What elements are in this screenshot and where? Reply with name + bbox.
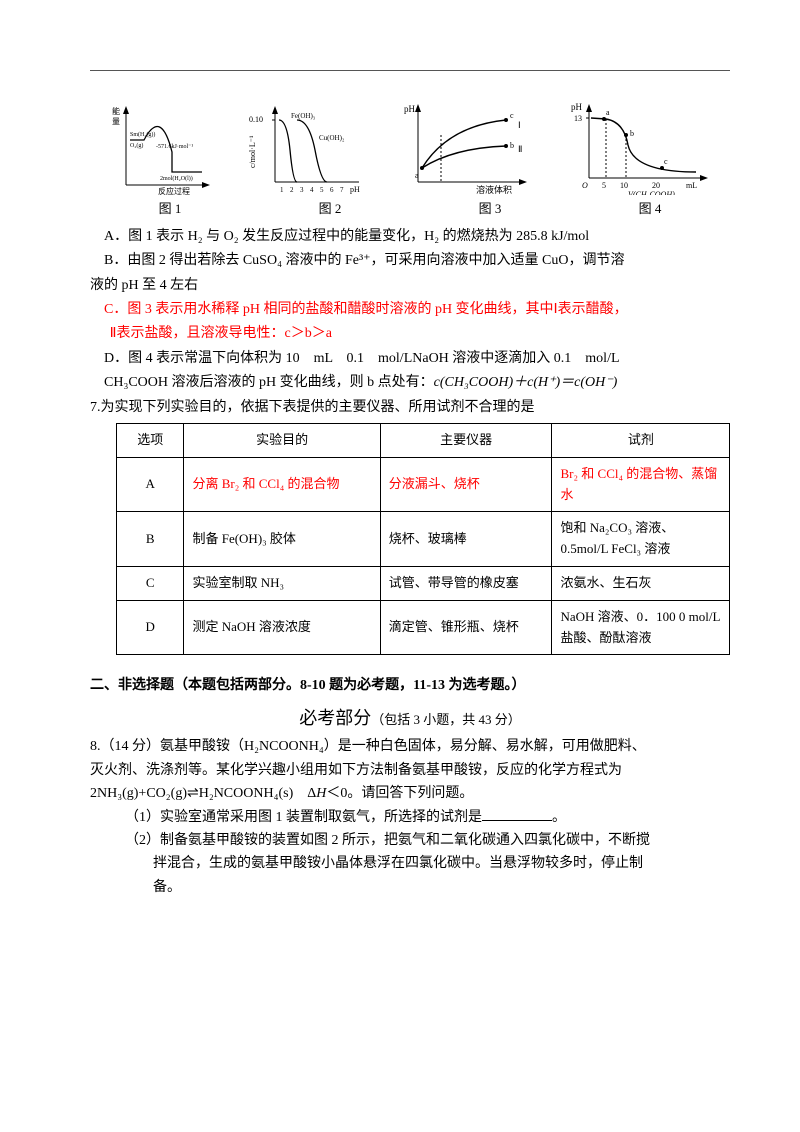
figure-4: pH 13 a b c O 5 10 20 mL V(CH₃COOH) <box>564 100 714 195</box>
th-apparatus: 主要仪器 <box>380 423 552 457</box>
fig1-label: 图 1 <box>90 199 250 220</box>
svg-text:c: c <box>664 157 668 166</box>
figure-1: 能 量 Sm(H₂(g)) O₂(g) -571.6kJ·mol⁻¹ 2mol(… <box>106 100 216 195</box>
solubility-svg: 0.10 Fe(OH)₃ Cu(OH)₂ 123 456 7 pH c/mol·… <box>247 100 367 195</box>
fig3-ylabel: pH <box>404 104 416 114</box>
svg-text:20: 20 <box>652 181 660 190</box>
fig3-II: Ⅱ <box>518 144 522 154</box>
fig3-label: 图 3 <box>410 199 570 220</box>
page-top-rule <box>90 70 730 71</box>
fig4-label: 图 4 <box>570 199 730 220</box>
q8-line1: 8.（14 分）氨基甲酸铵（H₂NCOONH₄）是一种白色固体，易分解、易水解，… <box>90 736 730 758</box>
svg-text:4: 4 <box>310 186 314 194</box>
cell-B-opt: B <box>117 512 184 567</box>
svg-text:1: 1 <box>280 186 284 194</box>
q8-line3: 2NH₃(g)+CO₂(g)⇌H₂NCOONH₄(s) ΔH＜0。请回答下列问题… <box>90 783 730 805</box>
fig3-xlabel: 溶液体积 <box>476 184 512 195</box>
cell-D-reagent: NaOH 溶液、0．100 0 mol/L 盐酸、酚酞溶液 <box>552 600 730 655</box>
q7-table: 选项 实验目的 主要仪器 试剂 A 分离 Br₂ 和 CCl₄ 的混合物 分液漏… <box>116 423 730 655</box>
cell-B-purpose: 制备 Fe(OH)₃ 胶体 <box>184 512 380 567</box>
fig1-annot-mid: O₂(g) <box>130 142 143 149</box>
fig2-fe: Fe(OH)₃ <box>291 112 316 120</box>
fig3-I: Ⅰ <box>518 120 521 130</box>
blank-input[interactable] <box>482 809 552 821</box>
fig2-ylabel: c/mol·L⁻¹ <box>248 135 257 168</box>
table-row: D 测定 NaOH 溶液浓度 滴定管、锥形瓶、烧杯 NaOH 溶液、0．100 … <box>117 600 730 655</box>
fig4-ylabel: pH <box>571 102 583 112</box>
cell-B-apparatus: 烧杯、玻璃棒 <box>380 512 552 567</box>
titration-svg: pH 13 a b c O 5 10 20 mL V(CH₃COOH) <box>564 100 714 195</box>
cell-A-opt: A <box>117 457 184 512</box>
svg-text:b: b <box>510 141 514 150</box>
th-purpose: 实验目的 <box>184 423 380 457</box>
fig1-xlabel: 反应过程 <box>158 186 190 195</box>
fig2-cu: Cu(OH)₂ <box>319 134 345 142</box>
energy-diagram-svg: 能 量 Sm(H₂(g)) O₂(g) -571.6kJ·mol⁻¹ 2mol(… <box>106 100 216 195</box>
opt-A: A．图 1 表示 H₂ 与 O₂ 发生反应过程中的能量变化，H₂ 的燃烧热为 2… <box>90 226 730 248</box>
svg-text:5: 5 <box>320 186 324 194</box>
cell-A-purpose: 分离 Br₂ 和 CCl₄ 的混合物 <box>184 457 380 512</box>
q6-options: A．图 1 表示 H₂ 与 O₂ 发生反应过程中的能量变化，H₂ 的燃烧热为 2… <box>90 226 730 395</box>
svg-text:量: 量 <box>112 117 120 126</box>
opt-C-line1: C．图 3 表示用水稀释 pH 相同的盐酸和醋酸时溶液的 pH 变化曲线，其中Ⅰ… <box>90 299 730 321</box>
opt-C-line2: Ⅱ表示盐酸，且溶液导电性：c＞b＞a <box>90 323 730 345</box>
fig2-label: 图 2 <box>250 199 410 220</box>
cell-D-opt: D <box>117 600 184 655</box>
cell-C-apparatus: 试管、带导管的橡皮塞 <box>380 566 552 600</box>
svg-text:7: 7 <box>340 186 344 194</box>
ph-dilute-svg: pH c Ⅰ b Ⅱ a 溶液体积 <box>398 100 533 195</box>
section-2-header: 二、非选择题（本题包括两部分。8-10 题为必考题，11-13 为选考题。） <box>90 675 730 697</box>
must-header: 必考部分（包括 3 小题，共 43 分） <box>90 704 730 733</box>
svg-text:c: c <box>510 111 514 120</box>
fig1-value: -571.6kJ·mol⁻¹ <box>156 144 193 150</box>
q8-line2: 灭火剂、洗涤剂等。某化学兴趣小组用如下方法制备氨基甲酸铵，反应的化学方程式为 <box>90 760 730 782</box>
svg-text:10: 10 <box>620 181 628 190</box>
q8-sub1: （1）实验室通常采用图 1 装置制取氨气，所选择的试剂是。 <box>90 807 730 829</box>
cell-A-reagent: Br₂ 和 CCl₄ 的混合物、蒸馏水 <box>552 457 730 512</box>
cell-A-apparatus: 分液漏斗、烧杯 <box>380 457 552 512</box>
opt-B-line1: B．由图 2 得出若除去 CuSO₄ 溶液中的 Fe³⁺，可采用向溶液中加入适量… <box>90 250 730 272</box>
svg-text:6: 6 <box>330 186 334 194</box>
figure-3: pH c Ⅰ b Ⅱ a 溶液体积 <box>398 100 533 195</box>
th-reagent: 试剂 <box>552 423 730 457</box>
opt-D-line2: CH₃COOH 溶液后溶液的 pH 变化曲线，则 b 点处有：c(CH₃COOH… <box>90 372 730 394</box>
q8-sub2a: （2）制备氨基甲酸铵的装置如图 2 所示，把氨气和二氧化碳通入四氯化碳中，不断搅 <box>90 830 730 852</box>
q8-sub2c: 备。 <box>90 877 730 899</box>
fig3-a: a <box>415 171 419 180</box>
svg-text:3: 3 <box>300 186 304 194</box>
table-row: C 实验室制取 NH₃ 试管、带导管的橡皮塞 浓氨水、生石灰 <box>117 566 730 600</box>
table-header-row: 选项 实验目的 主要仪器 试剂 <box>117 423 730 457</box>
svg-text:5: 5 <box>602 181 606 190</box>
q7-stem: 7.为实现下列实验目的，依据下表提供的主要仪器、所用试剂不合理的是 <box>90 397 730 419</box>
table-row: B 制备 Fe(OH)₃ 胶体 烧杯、玻璃棒 饱和 Na₂CO₃ 溶液、0.5m… <box>117 512 730 567</box>
svg-text:能: 能 <box>112 106 120 116</box>
figure-2: 0.10 Fe(OH)₃ Cu(OH)₂ 123 456 7 pH c/mol·… <box>247 100 367 195</box>
cell-C-purpose: 实验室制取 NH₃ <box>184 566 380 600</box>
th-option: 选项 <box>117 423 184 457</box>
fig4-origin: O <box>582 181 588 190</box>
svg-text:b: b <box>630 129 634 138</box>
fig1-annot-top: Sm(H₂(g)) <box>130 131 155 138</box>
fig4-xaxis: V(CH₃COOH) <box>628 190 675 195</box>
figures-row: 能 量 Sm(H₂(g)) O₂(g) -571.6kJ·mol⁻¹ 2mol(… <box>90 100 730 195</box>
cell-D-apparatus: 滴定管、锥形瓶、烧杯 <box>380 600 552 655</box>
svg-text:a: a <box>606 108 610 117</box>
fig1-bottom: 2mol(H₂O(l)) <box>160 175 193 182</box>
fig2-xlabel: pH <box>350 185 360 194</box>
opt-D-line1: D．图 4 表示常温下向体积为 10 mL 0.1 mol/LNaOH 溶液中逐… <box>90 348 730 370</box>
opt-B-line2: 液的 pH 至 4 左右 <box>90 275 730 297</box>
fig2-ymax: 0.10 <box>249 115 263 124</box>
cell-C-opt: C <box>117 566 184 600</box>
q8-sub2b: 拌混合，生成的氨基甲酸铵小晶体悬浮在四氯化碳中。当悬浮物较多时，停止制 <box>90 853 730 875</box>
q8-block: 8.（14 分）氨基甲酸铵（H₂NCOONH₄）是一种白色固体，易分解、易水解，… <box>90 736 730 899</box>
cell-C-reagent: 浓氨水、生石灰 <box>552 566 730 600</box>
fig4-mL: mL <box>686 181 697 190</box>
cell-D-purpose: 测定 NaOH 溶液浓度 <box>184 600 380 655</box>
fig4-ymax: 13 <box>574 114 582 123</box>
table-row: A 分离 Br₂ 和 CCl₄ 的混合物 分液漏斗、烧杯 Br₂ 和 CCl₄ … <box>117 457 730 512</box>
figure-labels: 图 1 图 2 图 3 图 4 <box>90 199 730 220</box>
svg-text:2: 2 <box>290 186 294 194</box>
cell-B-reagent: 饱和 Na₂CO₃ 溶液、0.5mol/L FeCl₃ 溶液 <box>552 512 730 567</box>
